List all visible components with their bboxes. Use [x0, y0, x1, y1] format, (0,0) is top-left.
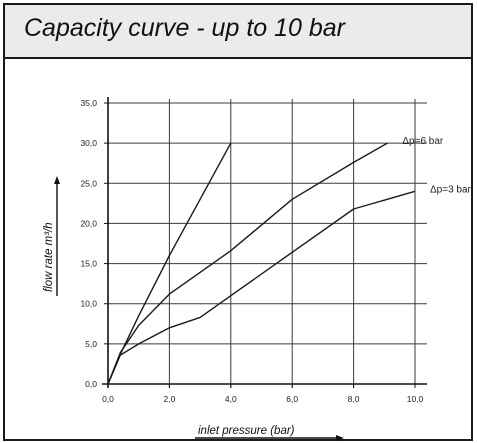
x-axis-label: inlet pressure (bar) [198, 425, 295, 437]
x-tick-label: 10,0 [407, 394, 424, 404]
y-tick-label: 35,0 [80, 98, 97, 108]
chart-title: Capacity curve - up to 10 bar [24, 14, 345, 42]
grid-lines [108, 99, 427, 388]
series-line-2 [107, 190, 416, 385]
series-lines [107, 142, 416, 385]
y-tick-label: 0,0 [85, 379, 97, 389]
y-tick-label: 30,0 [80, 138, 97, 148]
y-tick-labels: 0,0 5,0 10,0 15,0 20,0 25,0 30,0 35,0 [80, 98, 97, 389]
x-tick-label: 2,0 [163, 394, 175, 404]
axes [102, 97, 427, 388]
x-tick-labels: 0,0 2,0 4,0 6,0 8,0 10,0 [102, 394, 423, 404]
x-tick-label: 6,0 [286, 394, 298, 404]
x-tick-label: 0,0 [102, 394, 114, 404]
series-labels: Δp=6 bar Δp=3 bar [402, 136, 471, 195]
chart-header: Capacity curve - up to 10 bar [5, 5, 471, 59]
y-tick-label: 5,0 [85, 339, 97, 349]
y-axis-arrow-head [54, 176, 60, 184]
x-axis-arrow-head [336, 435, 344, 441]
series-label: Δp=6 bar [402, 136, 444, 147]
axis-labels: inlet pressure (bar) flow rate m³/h [43, 176, 344, 441]
y-tick-label: 20,0 [80, 218, 97, 228]
y-tick-label: 25,0 [80, 178, 97, 188]
x-tick-label: 4,0 [225, 394, 237, 404]
y-axis-label: flow rate m³/h [43, 222, 55, 292]
series-label: Δp=3 bar [430, 184, 472, 195]
x-tick-label: 8,0 [348, 394, 360, 404]
series-line-1 [107, 142, 388, 385]
chart-frame: Capacity curve - up to 10 bar [3, 3, 473, 441]
y-tick-label: 15,0 [80, 259, 97, 269]
y-tick-label: 10,0 [80, 299, 97, 309]
